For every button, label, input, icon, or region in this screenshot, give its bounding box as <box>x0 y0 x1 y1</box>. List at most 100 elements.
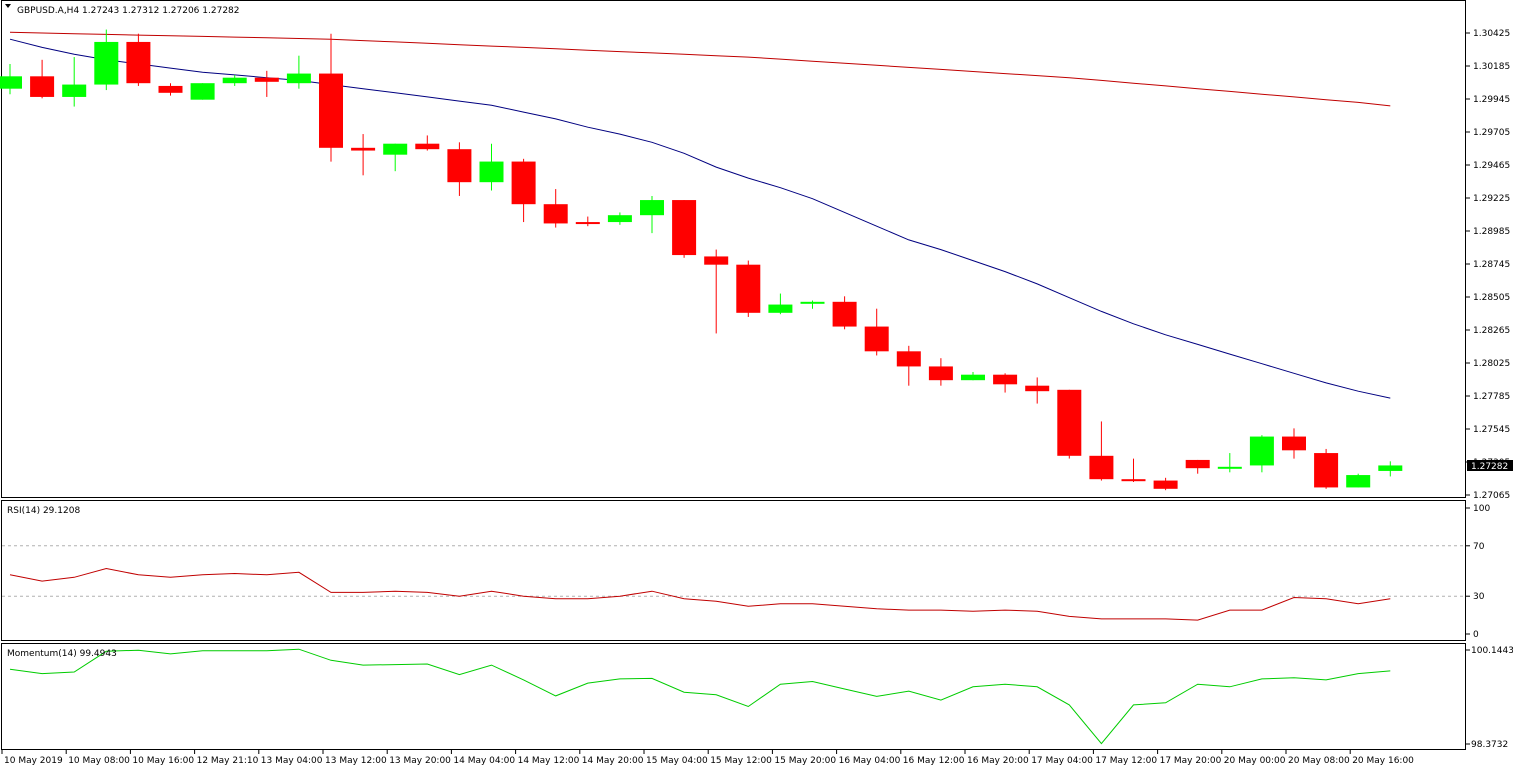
rsi-tick-label: 100 <box>1473 504 1490 514</box>
price-header: GBPUSD.A,H4 1.27243 1.27312 1.27206 1.27… <box>17 6 240 16</box>
bearish-candle <box>511 158 536 223</box>
candle-body <box>0 76 22 89</box>
bearish-candle <box>1314 448 1339 489</box>
candle-body <box>800 301 825 304</box>
rsi-axis-ticks: 100 70 30 0 <box>1466 504 1490 640</box>
rsi-level-lines <box>2 545 1466 597</box>
time-tick-label: 13 May 04:00 <box>261 756 323 766</box>
time-tick-label: 15 May 20:00 <box>774 756 836 766</box>
candle-body <box>286 73 311 84</box>
price-tick-label: 1.29705 <box>1473 128 1510 138</box>
dropdown-arrow-icon[interactable] <box>5 4 11 8</box>
candle-body <box>94 41 119 85</box>
bearish-candle <box>704 249 729 334</box>
bearish-candle <box>1057 389 1082 459</box>
rsi-tick-label: 70 <box>1473 542 1485 552</box>
candle-body <box>864 326 889 352</box>
time-tick-label: 10 May 08:00 <box>68 756 130 766</box>
time-tick-label: 20 May 00:00 <box>1224 756 1286 766</box>
price-panel-frame <box>1 0 1466 498</box>
bullish-candle <box>1217 453 1242 473</box>
price-tick-label: 1.29465 <box>1473 161 1510 171</box>
momentum-axis-ticks: 100.1443 98.3732 <box>1466 646 1513 750</box>
time-tick-label: 15 May 04:00 <box>646 756 708 766</box>
time-tick-label: 15 May 12:00 <box>710 756 772 766</box>
candle-body <box>640 200 664 216</box>
candle-body <box>993 374 1018 385</box>
current-price-marker: 1.27282 <box>1467 460 1513 472</box>
candle-body <box>1185 459 1210 469</box>
rsi-tick-label: 0 <box>1473 630 1479 640</box>
bearish-candle <box>30 59 55 99</box>
candle-body <box>672 200 697 256</box>
price-tick-label: 1.28505 <box>1473 293 1510 303</box>
bullish-candle <box>1378 461 1403 477</box>
rsi-panel[interactable]: RSI(14) 29.1208 100 70 30 0 <box>1 500 1491 641</box>
price-tick-label: 1.28745 <box>1473 260 1510 270</box>
time-tick-label: 16 May 04:00 <box>839 756 901 766</box>
time-tick-label: 13 May 20:00 <box>389 756 451 766</box>
price-tick-label: 1.29945 <box>1473 95 1510 105</box>
candle-body <box>607 215 632 223</box>
candle-body <box>1089 455 1114 480</box>
candle-body <box>1121 479 1146 482</box>
price-tick-label: 1.30185 <box>1473 62 1510 72</box>
momentum-line <box>9 648 1391 745</box>
bullish-candle <box>94 29 119 91</box>
price-tick-label: 1.30425 <box>1473 29 1510 39</box>
candle-body <box>1153 480 1178 489</box>
bearish-candle <box>319 33 343 162</box>
candle-body <box>1378 465 1403 471</box>
bullish-candle <box>1249 435 1274 473</box>
momentum-panel[interactable]: Momentum(14) 99.4943 100.1443 98.3732 <box>1 643 1513 751</box>
bearish-candle <box>736 260 761 317</box>
time-tick-label: 16 May 12:00 <box>903 756 965 766</box>
bullish-candle <box>0 63 22 95</box>
bearish-candle <box>575 216 600 227</box>
price-tick-label: 1.29225 <box>1473 194 1510 204</box>
time-tick-label: 14 May 12:00 <box>518 756 580 766</box>
price-tick-label: 1.28985 <box>1473 227 1510 237</box>
bearish-candle <box>1282 428 1306 459</box>
candlestick-series <box>0 29 1403 491</box>
candle-body <box>511 161 536 205</box>
price-tick-label: 1.28265 <box>1473 326 1510 336</box>
time-tick-label: 20 May 16:00 <box>1352 756 1414 766</box>
momentum-tick-label: 100.1443 <box>1471 646 1513 656</box>
bearish-candle <box>1121 458 1146 482</box>
bearish-candle <box>1089 421 1114 481</box>
time-tick-label: 17 May 20:00 <box>1160 756 1222 766</box>
bearish-candle <box>126 33 151 86</box>
bullish-candle <box>768 293 793 315</box>
candle-body <box>1217 466 1242 469</box>
price-tick-label: 1.27065 <box>1473 491 1510 501</box>
current-price-label: 1.27282 <box>1471 462 1508 472</box>
bearish-candle <box>543 189 568 228</box>
candle-body <box>704 256 729 265</box>
time-tick-label: 12 May 21:10 <box>197 756 259 766</box>
candle-body <box>928 366 953 381</box>
bearish-candle <box>896 345 921 386</box>
price-panel[interactable]: GBPUSD.A,H4 1.27243 1.27312 1.27206 1.27… <box>0 0 1513 502</box>
momentum-tick-label: 98.3732 <box>1471 740 1508 750</box>
candle-body <box>415 143 440 150</box>
momentum-panel-frame <box>1 643 1466 750</box>
time-tick-label: 17 May 12:00 <box>1095 756 1157 766</box>
candle-body <box>1282 436 1306 451</box>
candle-body <box>383 143 408 155</box>
time-tick-label: 10 May 2019 <box>4 756 63 766</box>
rsi-header: RSI(14) 29.1208 <box>7 506 80 516</box>
candle-body <box>1346 475 1371 488</box>
candle-body <box>832 301 857 327</box>
bullish-candle <box>961 371 985 381</box>
bullish-candle <box>222 74 247 86</box>
bullish-candle <box>479 143 504 191</box>
bearish-candle <box>864 308 889 356</box>
bearish-candle <box>351 134 376 176</box>
bearish-candle <box>928 358 953 386</box>
time-tick-label: 14 May 20:00 <box>582 756 644 766</box>
bearish-candle <box>158 83 183 96</box>
time-axis: 10 May 2019 10 May 08:00 10 May 16:00 12 Ma… <box>1 750 1414 766</box>
fast-moving-average-line <box>9 38 1391 399</box>
